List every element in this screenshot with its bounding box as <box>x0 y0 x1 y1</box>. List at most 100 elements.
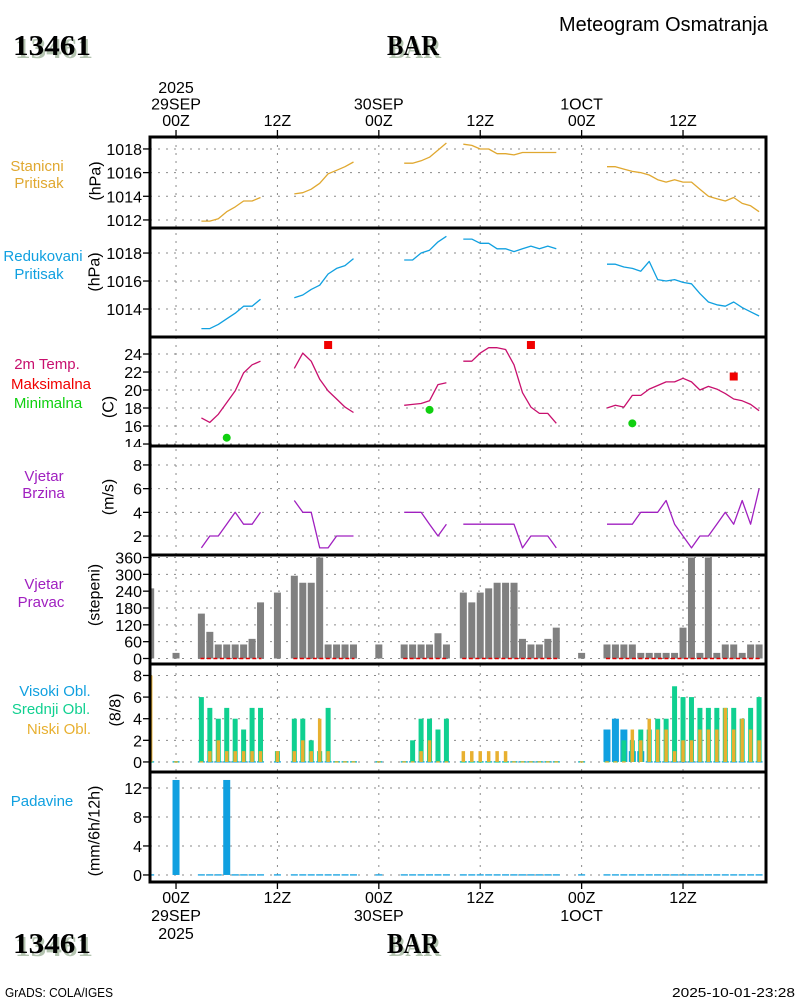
y-tick-label: 1018 <box>106 142 142 159</box>
wind-direction-bar <box>214 644 222 659</box>
temperature-line <box>463 347 557 424</box>
wind-direction-bar <box>341 644 349 659</box>
time-label-bottom: 00Z <box>162 890 190 907</box>
low-cloud-bar <box>546 761 550 763</box>
wind-speed-line <box>607 488 760 549</box>
wind-direction-bar <box>150 588 155 659</box>
y-tick-label: 6 <box>133 690 142 707</box>
wind-direction-bar <box>687 557 695 659</box>
reduced-pressure-line <box>607 260 760 317</box>
wind-direction-bar <box>713 652 721 659</box>
time-label-bottom: 1OCT <box>560 908 603 925</box>
station-pressure-line <box>463 143 557 156</box>
low-cloud-bar <box>233 751 237 762</box>
low-cloud-bar <box>224 751 229 762</box>
panel-label: Padavine <box>11 793 74 810</box>
low-cloud-bar <box>512 761 516 763</box>
station-name-shadow: BAR <box>389 34 442 65</box>
low-cloud-bar <box>740 718 744 762</box>
precipitation-bar <box>628 874 636 876</box>
precipitation-bar <box>721 874 729 876</box>
wind-direction-bar <box>240 644 248 659</box>
y-tick-labels: 0 2 4 6 8 <box>133 668 142 771</box>
middle-cloud-bar <box>325 707 331 762</box>
y-tick-label: 16 <box>124 419 142 436</box>
panel-label: Stanicni <box>10 158 63 175</box>
plot-border <box>148 135 768 884</box>
middle-cloud-bar <box>672 686 678 762</box>
precipitation-bar <box>375 874 383 876</box>
low-cloud-bar <box>250 751 254 762</box>
y-tick-label: 2 <box>133 733 142 750</box>
precipitation-bar <box>696 874 704 876</box>
low-cloud-bar <box>470 751 474 762</box>
time-label-bottom: 00Z <box>365 890 393 907</box>
wind-speed-data <box>200 488 760 549</box>
wind-direction-bar <box>611 644 619 659</box>
low-cloud-bar <box>334 761 339 763</box>
precipitation-bar <box>713 874 721 876</box>
precipitation-bar <box>476 874 484 876</box>
time-label-top: 12Z <box>669 113 697 130</box>
precipitation-bar <box>485 874 493 876</box>
precipitation-bar <box>206 874 214 876</box>
low-cloud-bar <box>258 751 263 762</box>
time-label-bottom: 00Z <box>568 890 596 907</box>
precipitation-bar <box>535 874 543 876</box>
middle-cloud-bar <box>207 707 213 762</box>
wind-direction-bar <box>324 644 332 659</box>
low-cloud-bar <box>672 751 677 762</box>
precipitation-bar <box>307 874 315 876</box>
y-tick-label: 1012 <box>106 213 142 230</box>
wind-direction-bar <box>637 652 645 659</box>
precipitation-bar <box>637 874 645 876</box>
wind-speed-line <box>404 511 447 537</box>
precipitation-bar <box>150 874 155 876</box>
y-tick-label: 8 <box>133 668 142 685</box>
low-cloud-bar <box>655 729 660 762</box>
wind-direction-bar <box>502 582 510 659</box>
reduced-pressure-line <box>201 298 261 330</box>
wind-direction-bar <box>349 644 357 659</box>
y-tick-label: 18 <box>124 401 142 418</box>
wind-direction-bar <box>434 633 442 659</box>
precipitation-bar <box>409 874 417 876</box>
y-tick-label: 60 <box>124 635 142 652</box>
station-pressure-line <box>201 196 261 222</box>
wind-direction-bar <box>333 644 341 659</box>
time-label-bottom: 12Z <box>669 890 697 907</box>
panel-label: Niski Obl. <box>27 721 91 738</box>
wind-direction-bar <box>442 644 450 659</box>
y-tick-label: 120 <box>115 618 142 635</box>
y-tick-label: 4 <box>133 712 142 729</box>
middle-cloud-bar <box>224 707 230 762</box>
wind-direction-bar <box>645 652 653 659</box>
low-cloud-bar <box>681 740 685 762</box>
precipitation-bar <box>231 874 239 876</box>
middle-cloud-bar <box>621 740 627 762</box>
low-cloud-bar <box>199 761 204 763</box>
precipitation-bar <box>544 874 552 876</box>
panel-precipitation: 0 4 8 12 Padavine (mm/6h/12h) <box>11 781 150 883</box>
low-cloud-bar <box>757 740 761 762</box>
low-cloud-bar <box>478 751 482 762</box>
reduced-pressure-data <box>201 235 760 330</box>
high-cloud-bar <box>611 718 619 762</box>
high-cloud-bar <box>603 729 611 762</box>
wind-direction-bar <box>307 582 315 659</box>
wind-direction-bar <box>535 644 543 659</box>
station-pressure-line <box>404 142 447 164</box>
low-cloud-bar <box>486 751 491 762</box>
low-cloud-bar <box>554 761 559 763</box>
precipitation-bar <box>341 874 349 876</box>
time-label-bottom: 29SEP <box>151 908 201 925</box>
wind-direction-bar <box>290 575 298 659</box>
precipitation-bar <box>172 779 180 875</box>
time-label-top: 30SEP <box>354 97 404 114</box>
middle-cloud-bar <box>410 740 416 762</box>
time-label-bottom: 2025 <box>158 926 194 943</box>
precipitation-bar <box>645 874 653 876</box>
middle-cloud-bar <box>249 707 255 762</box>
axis-unit-label: (stepeni) <box>87 564 104 626</box>
